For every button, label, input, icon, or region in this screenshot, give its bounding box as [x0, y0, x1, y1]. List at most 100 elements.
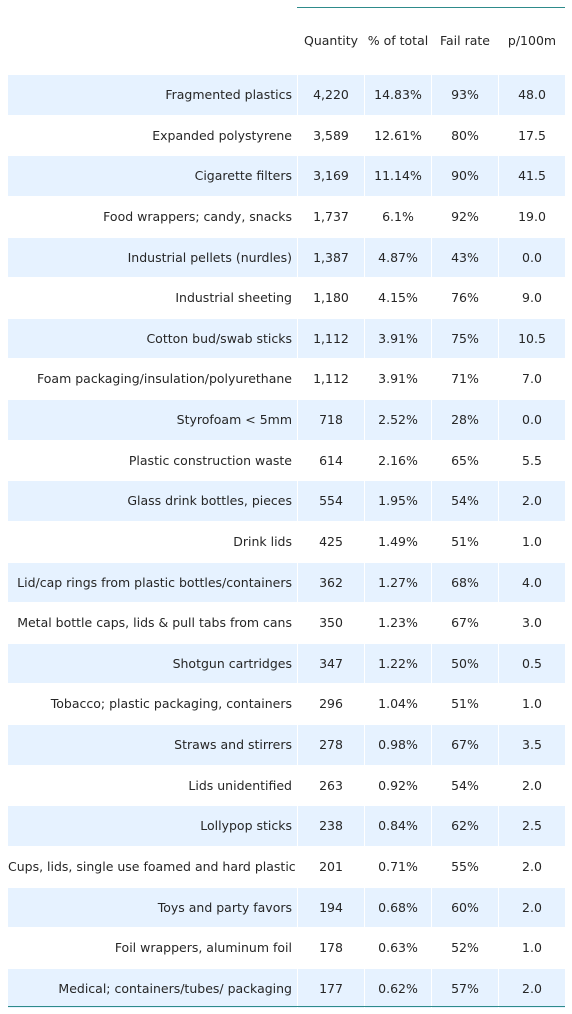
p-per-100m-cell: 17.5: [518, 127, 546, 143]
row-label: Foam packaging/insulation/polyurethane: [37, 371, 292, 387]
percent-of-total-cell: 12.61%: [374, 127, 422, 143]
quantity-cell: 263: [319, 777, 343, 793]
fail-rate-cell: 51%: [451, 533, 479, 549]
percent-of-total-cell: 2.52%: [365, 400, 431, 440]
quantity-cell: 718: [298, 400, 364, 440]
percent-of-total-cell: 0.84%: [365, 806, 431, 846]
percent-of-total-cell: 0.62%: [365, 968, 431, 1009]
p-per-100m-cell: 3.0: [522, 615, 542, 631]
row-label: Cotton bud/swab sticks: [8, 318, 297, 359]
table-row: Expanded polystyrene 3,589 12.61% 80% 17.5: [8, 116, 565, 157]
quantity-cell: 1,112: [298, 318, 364, 359]
p-per-100m-cell: 48.0: [499, 75, 565, 115]
table-row: Industrial sheeting 1,180 4.15% 76% 9.0: [8, 278, 565, 319]
row-label: Medical; containers/tubes/ packaging: [8, 968, 297, 1009]
quantity-cell: 425: [319, 533, 343, 549]
table-row: Fragmented plastics 4,220 14.83% 93% 48.0: [8, 75, 565, 116]
percent-of-total-cell: 2.16%: [378, 452, 418, 468]
table-row: Medical; containers/tubes/ packaging 177 0…: [8, 968, 565, 1010]
fail-rate-cell: 51%: [451, 696, 479, 712]
quantity-cell: 3,169: [298, 156, 364, 196]
table-row: Foil wrappers, aluminum foil 178 0.63% 52% 1…: [8, 928, 565, 969]
fail-rate-cell: 54%: [451, 777, 479, 793]
row-label: Lollypop sticks: [8, 806, 297, 846]
p-per-100m-cell: 1.0: [522, 533, 542, 549]
p-per-100m-cell: 2.0: [499, 887, 565, 928]
quantity-cell: 296: [319, 696, 343, 712]
table-row: Toys and party favors 194 0.68% 60% 2.0: [8, 887, 565, 929]
quantity-cell: 554: [298, 481, 364, 521]
fail-rate-cell: 50%: [432, 643, 498, 684]
fail-rate-cell: 60%: [432, 887, 498, 928]
table-row: Lid/cap rings from plastic bottles/conta…: [8, 562, 565, 604]
percent-of-total-cell: 14.83%: [365, 75, 431, 115]
percent-of-total-cell: 0.63%: [378, 940, 418, 956]
percent-of-total-cell: 1.23%: [378, 615, 418, 631]
p-per-100m-cell: 19.0: [518, 208, 546, 224]
table-row: Glass drink bottles, pieces 554 1.95% 54% 2.…: [8, 481, 565, 522]
quantity-cell: 362: [298, 562, 364, 603]
p-per-100m-cell: 0.5: [499, 643, 565, 684]
p-per-100m-cell: 2.0: [522, 777, 542, 793]
percent-of-total-cell: 3.91%: [365, 318, 431, 359]
table-row: Cigarette filters 3,169 11.14% 90% 41.5: [8, 156, 565, 197]
p-per-100m-cell: 0.0: [499, 400, 565, 440]
fail-rate-cell: 54%: [432, 481, 498, 521]
table-body: Fragmented plastics 4,220 14.83% 93% 48.0 Exp…: [8, 75, 565, 1009]
percent-of-total-cell: 0.68%: [365, 887, 431, 928]
p-per-100m-cell: 3.5: [499, 725, 565, 765]
percent-of-total-cell: 3.91%: [378, 371, 418, 387]
percent-of-total-cell: 6.1%: [382, 208, 414, 224]
fail-rate-cell: 43%: [432, 237, 498, 278]
quantity-cell: 278: [298, 725, 364, 765]
fail-rate-cell: 55%: [451, 858, 479, 874]
fail-rate-cell: 76%: [451, 290, 479, 306]
row-label: Shotgun cartridges: [8, 643, 297, 684]
quantity-cell: 1,737: [313, 208, 349, 224]
percent-of-total-cell: 11.14%: [365, 156, 431, 196]
percent-of-total-cell: 1.04%: [378, 696, 418, 712]
row-label: Tobacco; plastic packaging, containers: [50, 696, 292, 712]
quantity-cell: 194: [298, 887, 364, 928]
quantity-cell: 3,589: [313, 127, 349, 143]
table-row: Metal bottle caps, lids & pull tabs from…: [8, 603, 565, 644]
row-label: Plastic construction waste: [128, 452, 292, 468]
quantity-cell: 350: [319, 615, 343, 631]
row-label: Toys and party favors: [8, 887, 297, 928]
fail-rate-cell: 71%: [451, 371, 479, 387]
table-row: Cotton bud/swab sticks 1,112 3.91% 75% 10.5: [8, 318, 565, 360]
percent-of-total-cell: 0.92%: [378, 777, 418, 793]
table-row: Drink lids 425 1.49% 51% 1.0: [8, 522, 565, 563]
p-per-100m-cell: 9.0: [522, 290, 542, 306]
p-per-100m-cell: 5.5: [522, 452, 542, 468]
quantity-cell: 201: [319, 858, 343, 874]
quantity-cell: 4,220: [298, 75, 364, 115]
percent-of-total-cell: 1.22%: [365, 643, 431, 684]
p-per-100m-cell: 2.0: [499, 481, 565, 521]
percent-of-total-cell: 0.98%: [365, 725, 431, 765]
table-row: Foam packaging/insulation/polyurethane 1,…: [8, 359, 565, 400]
column-header-quantity: Quantity: [303, 33, 359, 48]
p-per-100m-cell: 2.0: [499, 968, 565, 1009]
percent-of-total-cell: 1.49%: [378, 533, 418, 549]
row-label: Cigarette filters: [8, 156, 297, 196]
table-row: Styrofoam < 5mm 718 2.52% 28% 0.0: [8, 400, 565, 441]
fail-rate-cell: 57%: [432, 968, 498, 1009]
percent-of-total-cell: 1.95%: [365, 481, 431, 521]
table-row: Cups, lids, single use foamed and hard p…: [8, 847, 565, 888]
quantity-cell: 177: [298, 968, 364, 1009]
quantity-cell: 614: [319, 452, 343, 468]
table-row: Industrial pellets (nurdles) 1,387 4.87% 43…: [8, 237, 565, 279]
quantity-cell: 238: [298, 806, 364, 846]
row-label: Metal bottle caps, lids & pull tabs from…: [17, 615, 292, 631]
p-per-100m-cell: 41.5: [499, 156, 565, 196]
fail-rate-cell: 68%: [432, 562, 498, 603]
header-top-rule: [297, 7, 565, 8]
table-row: Shotgun cartridges 347 1.22% 50% 0.5: [8, 643, 565, 685]
p-per-100m-cell: 2.0: [522, 858, 542, 874]
column-header-fail-rate: Fail rate: [439, 33, 490, 48]
p-per-100m-cell: 2.5: [499, 806, 565, 846]
row-label: Lids unidentified: [188, 777, 292, 793]
fail-rate-cell: 90%: [432, 156, 498, 196]
fail-rate-cell: 93%: [432, 75, 498, 115]
